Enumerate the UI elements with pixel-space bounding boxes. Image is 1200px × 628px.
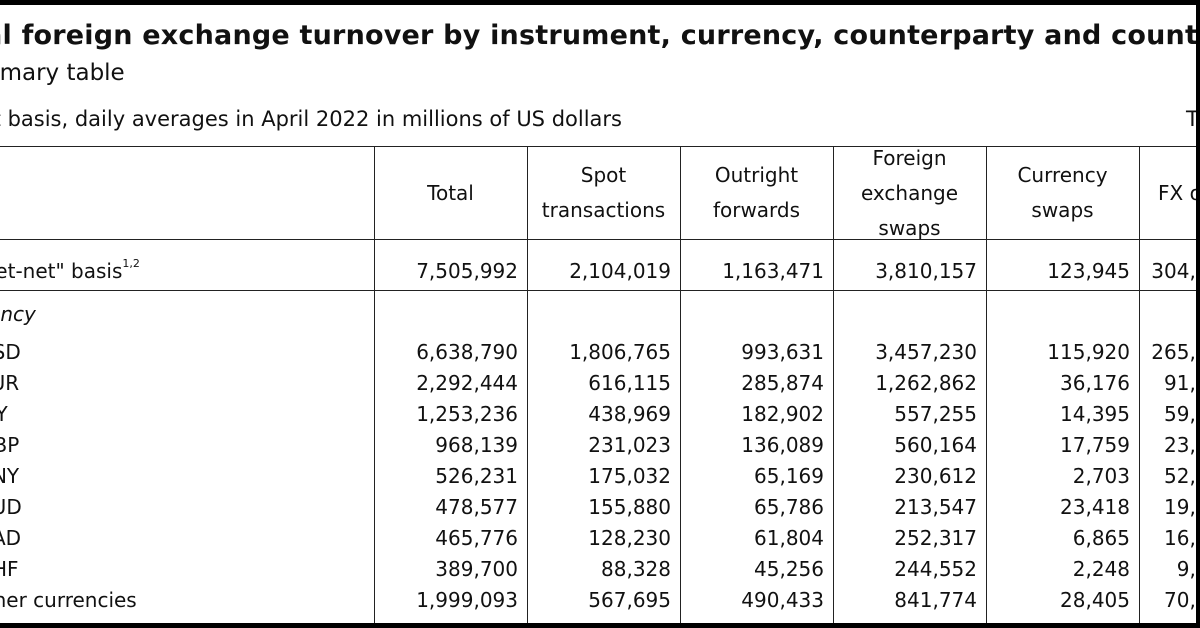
column-rule: [986, 146, 987, 623]
table-cell: 36,176: [1060, 371, 1130, 395]
table-cell: 6,638,790: [416, 340, 518, 364]
row-label: JPY: [0, 402, 8, 426]
table-cell: 1,999,093: [416, 588, 518, 612]
row-label: CNY: [0, 464, 20, 488]
table-cell: 230,612: [894, 464, 977, 488]
totals-row-label: Total, "net-net" basis1,2: [0, 257, 140, 283]
table-cell: 993,631: [741, 340, 824, 364]
table-cell: 213,547: [894, 495, 977, 519]
column-rule: [527, 146, 528, 623]
column-rule: [1139, 146, 1140, 623]
table-cell: 1,262,862: [875, 371, 977, 395]
totals-cell: 3,810,157: [875, 259, 977, 283]
table-cell: 285,874: [741, 371, 824, 395]
table-cell: 59,715: [1164, 402, 1200, 426]
row-label: USD: [0, 340, 21, 364]
table-cell: 526,231: [435, 464, 518, 488]
table-cell: 252,317: [894, 526, 977, 550]
table-cell: 65,169: [754, 464, 824, 488]
table-cell: 65,786: [754, 495, 824, 519]
row-label: CHF: [0, 557, 19, 581]
units-note: Net-net basis, daily averages in April 2…: [0, 107, 622, 131]
table-cell: 490,433: [741, 588, 824, 612]
table-cell: 567,695: [588, 588, 671, 612]
table-cell: 231,023: [588, 433, 671, 457]
totals-bottom-rule: [0, 290, 1200, 291]
top-border: [0, 0, 1200, 5]
column-header-total: Total: [427, 180, 474, 205]
totals-cell: 2,104,019: [569, 259, 671, 283]
table-subtitle: Summary table: [0, 60, 125, 86]
table-cell: 23,104: [1164, 433, 1200, 457]
bottom-border: [0, 623, 1200, 628]
section-label: By currency: [0, 302, 36, 326]
table-cell: 3,457,230: [875, 340, 977, 364]
column-rule: [680, 146, 681, 623]
table-cell: 557,255: [894, 402, 977, 426]
row-label: Other currencies: [0, 588, 137, 612]
row-label: GBP: [0, 433, 20, 457]
table-cell: 16,560: [1164, 526, 1200, 550]
footnote-marker: 1,2: [122, 257, 140, 270]
table-cell: 2,703: [1072, 464, 1130, 488]
table-cell: 1,806,765: [569, 340, 671, 364]
table-cell: 91,417: [1164, 371, 1200, 395]
table-cell: 136,089: [741, 433, 824, 457]
table-cell: 28,405: [1060, 588, 1130, 612]
table-cell: 616,115: [588, 371, 671, 395]
table-cell: 14,395: [1060, 402, 1130, 426]
row-label: EUR: [0, 371, 20, 395]
table-cell: 19,946: [1164, 495, 1200, 519]
column-header-spot: Spot transactions: [541, 163, 666, 222]
totals-cell: 304,401: [1151, 259, 1200, 283]
table-cell: 17,759: [1060, 433, 1130, 457]
column-header-outright-forwards: Outright forwards: [712, 163, 801, 222]
totals-cell: 7,505,992: [416, 259, 518, 283]
table-cell: 155,880: [588, 495, 671, 519]
table-cell: 61,804: [754, 526, 824, 550]
right-border: [1196, 0, 1200, 628]
table-cell: 45,256: [754, 557, 824, 581]
table-cell: 70,786: [1164, 588, 1200, 612]
table-cell: 88,328: [601, 557, 671, 581]
table-cell: 23,418: [1060, 495, 1130, 519]
table-cell: 438,969: [588, 402, 671, 426]
table-cell: 841,774: [894, 588, 977, 612]
table-cell: 182,902: [741, 402, 824, 426]
table-cell: 6,865: [1072, 526, 1130, 550]
totals-cell: 1,163,471: [722, 259, 824, 283]
table-cell: 968,139: [435, 433, 518, 457]
table-cell: 265,244: [1151, 340, 1200, 364]
table-cell: 52,714: [1164, 464, 1200, 488]
table-cell: 115,920: [1047, 340, 1130, 364]
table-cell: 465,776: [435, 526, 518, 550]
header-top-rule: [0, 146, 1200, 147]
table-cell: 1,253,236: [416, 402, 518, 426]
table-cell: 128,230: [588, 526, 671, 550]
table-cell: 175,032: [588, 464, 671, 488]
table-cell: 560,164: [894, 433, 977, 457]
column-header-currency-swaps: Currency swaps: [1017, 163, 1108, 222]
table-cell: 2,248: [1072, 557, 1130, 581]
column-rule: [833, 146, 834, 623]
table-cell: 389,700: [435, 557, 518, 581]
table-cell: 9,316: [1176, 557, 1200, 581]
column-header-fx-swaps: Foreign exchange swaps: [860, 145, 959, 240]
row-label: AUD: [0, 495, 22, 519]
header-bottom-rule: [0, 239, 1200, 240]
row-label: CAD: [0, 526, 22, 550]
table-cell: 478,577: [435, 495, 518, 519]
table-title: Global foreign exchange turnover by inst…: [0, 20, 1200, 51]
column-rule: [374, 146, 375, 623]
totals-cell: 123,945: [1047, 259, 1130, 283]
table-cell: 2,292,444: [416, 371, 518, 395]
table-cell: 244,552: [894, 557, 977, 581]
column-header-fx-options: FX options: [1158, 180, 1200, 205]
